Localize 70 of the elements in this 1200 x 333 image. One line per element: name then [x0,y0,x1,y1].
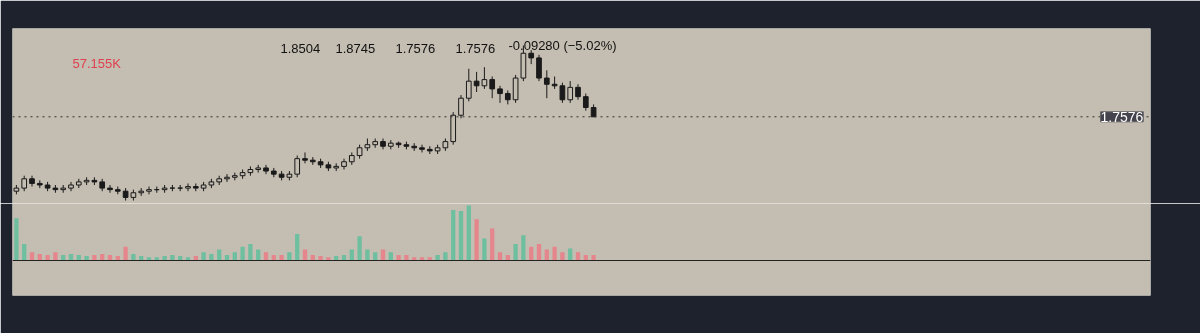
candlestick [107,184,113,194]
bar [232,252,237,261]
candlestick [294,155,301,178]
annotation: 1.8745 [335,40,376,56]
candlestick [536,54,542,82]
candlestick [489,76,496,99]
bar [123,246,128,261]
candlestick [465,68,472,102]
bar [591,255,596,261]
bar [53,252,58,261]
bar [92,255,97,261]
bar [396,255,401,261]
bar [458,211,464,261]
bar [22,244,27,261]
bar [29,252,35,261]
candlestick [185,182,191,192]
bar [497,252,503,261]
bar [45,255,50,261]
bar [388,252,393,261]
bar [466,205,471,261]
candlestick [567,80,574,104]
bar [373,252,378,261]
bar [521,235,526,261]
annotation: -0.09280 (−5.02%) [508,37,617,53]
candlestick [543,69,550,99]
candlestick [419,144,425,153]
candlestick [302,151,308,164]
bar [209,253,214,261]
bar [170,255,175,261]
candlestick [512,74,519,104]
bar [240,246,245,261]
bar [451,209,456,261]
bar [365,249,370,261]
bar [318,256,323,261]
bar [482,238,487,261]
candlestick [224,173,230,183]
bar [14,218,19,261]
bar [575,252,581,261]
bar [443,252,448,261]
candlestick [458,94,464,119]
bar [131,253,136,261]
bar [287,252,292,261]
annotation: 1.7576 [395,40,436,56]
bar [474,219,479,261]
bar [279,255,284,261]
bar [536,244,542,261]
text: 1.7576 [1100,108,1144,125]
bar [162,256,167,261]
bar [404,255,409,261]
bar [490,228,495,261]
candlestick [559,82,566,104]
bar [552,246,557,261]
bar [326,257,331,261]
candlestick [341,158,347,170]
candlestick [497,85,503,104]
bar [295,234,300,261]
annotation: 1.7576 [455,40,496,56]
bar [560,252,565,261]
bar [201,252,206,261]
bar [435,255,440,261]
bar [84,256,89,261]
annotation: 1.8504 [280,40,321,56]
annotation: 57.155K [72,55,122,71]
candlestick [29,175,35,188]
bar [263,252,269,261]
bar [248,244,253,261]
candlestick [146,186,152,195]
bar [568,248,573,261]
bar [513,244,518,261]
bar [357,236,362,261]
